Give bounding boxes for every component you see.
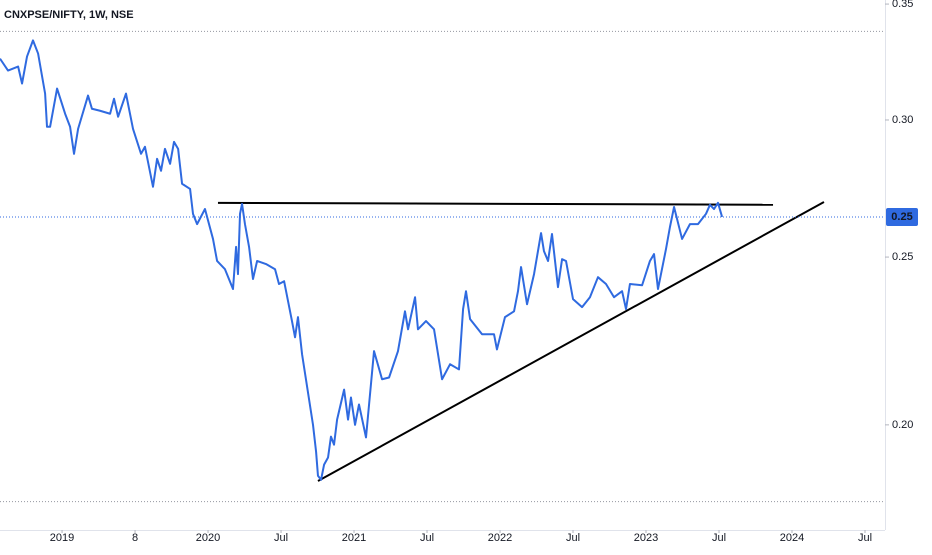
x-tick-label: Jul [420,532,434,544]
chart-title: CNXPSE/NIFTY, 1W, NSE [4,9,134,21]
y-tick-label: 0.35 [892,0,913,10]
y-tick-label: 0.20 [892,419,913,431]
x-tick-label: 2022 [488,532,512,544]
x-tick-label: 2023 [634,532,658,544]
x-tick-label: 2020 [196,532,220,544]
last-price-badge [886,207,918,226]
x-tick-label: Jul [712,532,726,544]
x-tick-label: 2019 [50,532,74,544]
x-tick-label: Jul [274,532,288,544]
y-tick-label: 0.30 [892,114,913,126]
y-tick-label: 0.25 [892,251,913,263]
price-line [0,39,724,481]
x-tick-label: Jul [566,532,580,544]
last-price-label: 0.25 [891,211,912,223]
x-tick-label: 2021 [342,532,366,544]
x-tick-label: 2024 [780,532,804,544]
x-tick-label: 8 [132,532,138,544]
x-tick-label: Jul [858,532,872,544]
trendline [317,201,825,482]
trendline [217,201,774,206]
